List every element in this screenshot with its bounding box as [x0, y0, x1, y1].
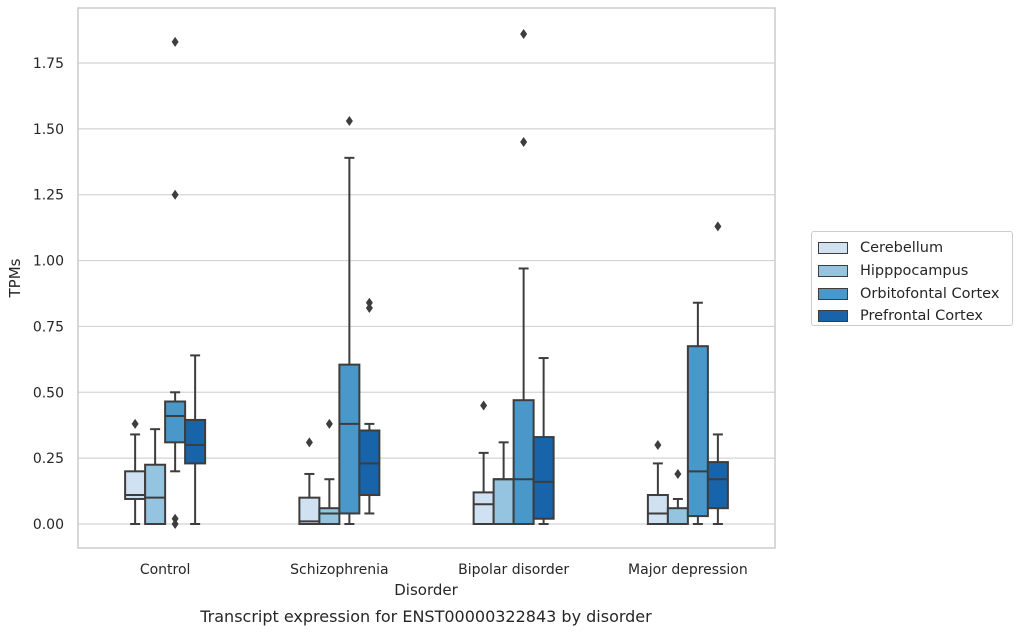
box-1-0	[298, 437, 321, 525]
y-tick-label: 0.00	[33, 517, 64, 533]
chart-caption: Transcript expression for ENST0000032284…	[199, 607, 652, 626]
box-iqr	[646, 494, 669, 525]
box-0-0	[124, 418, 147, 525]
legend-label: Orbitofontal Cortex	[860, 285, 1000, 302]
outlier-point	[714, 221, 722, 232]
legend-label: Hipppocampus	[860, 263, 969, 280]
outlier-point	[365, 297, 373, 308]
legend-label: Prefrontal Cortex	[860, 308, 983, 325]
legend-item: Hipppocampus	[818, 260, 1012, 283]
outlier-point	[171, 519, 179, 529]
box-iqr	[318, 507, 341, 525]
legend-item: Prefrontal Cortex	[818, 305, 1012, 328]
outlier-point	[171, 189, 179, 200]
box-2-0	[472, 400, 495, 526]
plot-background	[78, 8, 775, 548]
box-2-3	[532, 357, 555, 525]
legend-label: Cerebellum	[860, 240, 944, 257]
x-tick-label: Control	[140, 562, 191, 578]
outlier-point	[171, 513, 179, 524]
box-1-3	[358, 297, 381, 515]
plot-frame	[77, 7, 776, 549]
y-tick-label: 1.25	[33, 188, 64, 204]
box-2-1	[492, 441, 515, 525]
x-tick-labels: Control Schizophrenia Bipolar disorder Majo…	[140, 562, 748, 578]
box-iqr	[706, 461, 729, 510]
outlier-point	[520, 29, 528, 40]
box-iqr	[164, 400, 187, 444]
box-0-3	[184, 354, 207, 525]
outlier-point	[131, 418, 139, 429]
legend-swatch	[818, 242, 848, 255]
box-iqr	[144, 463, 167, 526]
box-3-2	[686, 301, 709, 525]
y-tick-label: 1.75	[33, 56, 64, 72]
legend-swatch	[818, 287, 848, 300]
outlier-point	[674, 468, 682, 479]
outlier-point	[520, 137, 528, 148]
x-axis-label: Disorder	[394, 581, 458, 599]
y-tick-label: 0.75	[33, 319, 64, 335]
legend-item: Cerebellum	[818, 237, 1012, 260]
legend-item: Orbitofontal Cortex	[818, 282, 1012, 305]
legend-swatch	[818, 265, 848, 278]
y-tick-label: 1.00	[33, 254, 64, 270]
box-iqr	[532, 436, 555, 520]
box-3-3	[706, 221, 729, 525]
y-tick-labels: 0.00 0.25 0.50 0.75 1.00 1.25 1.50 1.75	[33, 56, 64, 533]
y-axis-label: TPMs	[6, 258, 24, 298]
legend-swatch	[818, 310, 848, 323]
box-0-1	[144, 428, 167, 526]
box-2-2	[512, 29, 535, 525]
x-tick-label: Schizophrenia	[290, 562, 388, 578]
box-3-0	[646, 439, 669, 525]
box-iqr	[686, 345, 709, 518]
box-iqr	[472, 491, 495, 526]
outlier-point	[345, 115, 353, 126]
box-iqr	[666, 507, 689, 525]
box-1-1	[318, 418, 341, 525]
box-iqr	[298, 496, 321, 525]
outlier-point	[325, 418, 333, 429]
y-tick-label: 0.25	[33, 451, 64, 467]
outlier-point	[305, 437, 313, 448]
boxes	[124, 29, 729, 529]
outlier-point	[171, 36, 179, 47]
legend: Cerebellum Hipppocampus Orbitofontal Corte…	[811, 231, 1013, 326]
x-tick-label: Major depression	[628, 562, 748, 578]
box-1-2	[338, 115, 361, 525]
outlier-point	[480, 400, 488, 411]
box-iqr	[338, 363, 361, 515]
box-iqr	[512, 399, 535, 525]
box-iqr	[492, 478, 515, 525]
y-tick-label: 0.50	[33, 385, 64, 401]
x-tick-label: Bipolar disorder	[458, 562, 569, 578]
y-tick-label: 1.50	[33, 122, 64, 138]
outlier-point	[654, 439, 662, 450]
box-iqr	[184, 418, 207, 465]
outlier-point	[365, 302, 373, 313]
